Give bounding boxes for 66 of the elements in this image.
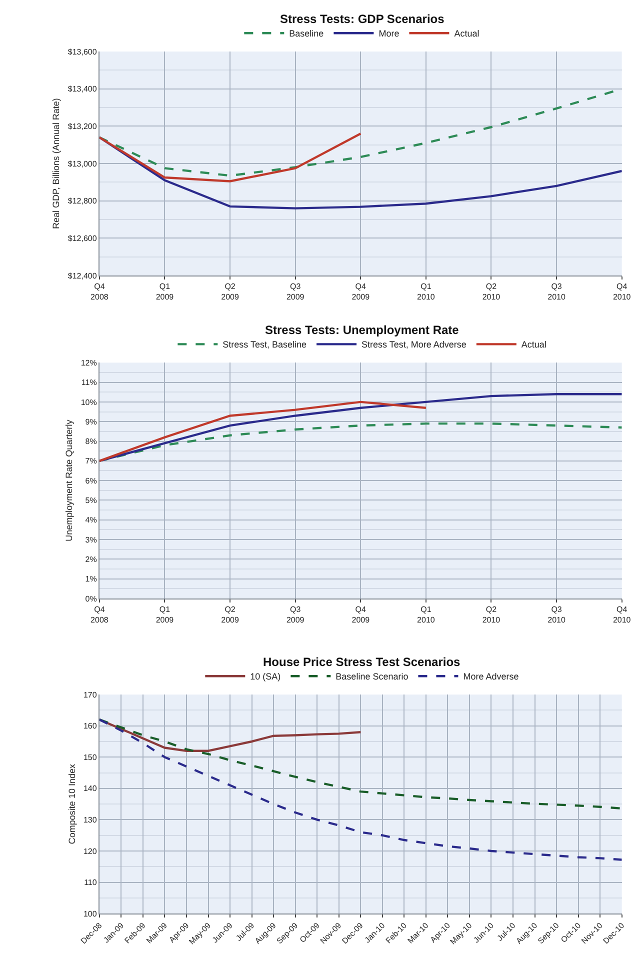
y-tick-label: 8%	[85, 437, 97, 446]
line-series	[99, 718, 622, 810]
x-tick-label: Q2 2009	[221, 605, 240, 624]
legend-label: Stress Test, Baseline	[222, 340, 307, 350]
legend-label: Baseline	[289, 28, 324, 39]
x-tick-label: Q4 2010	[612, 605, 632, 624]
y-tick-label: 10%	[80, 398, 97, 407]
x-tick-label: Q4 2009	[352, 605, 370, 624]
y-tick-label: 120	[83, 846, 98, 856]
y-axis-title: Real GDP, Billions (Annual Rate)	[51, 98, 62, 229]
y-tick-label: 6%	[85, 476, 97, 486]
y-tick-label: $13,200	[68, 122, 98, 131]
y-tick-label: $13,000	[68, 159, 98, 168]
y-tick-label: 130	[83, 815, 98, 824]
x-tick-label: Q2 2010	[482, 282, 501, 302]
line-series	[99, 132, 362, 182]
line-series	[99, 393, 622, 462]
y-tick-label: 5%	[85, 496, 97, 506]
y-tick-label: 4%	[85, 516, 97, 525]
y-tick-label: 3%	[85, 535, 97, 544]
line-series	[99, 400, 428, 462]
x-tick-label: Q4 2008	[90, 605, 109, 624]
y-tick-label: $12,400	[68, 271, 98, 280]
y-tick-label: 7%	[85, 456, 97, 466]
y-tick-label: 140	[83, 784, 98, 794]
x-tick-label: Q1 2010	[417, 605, 436, 624]
x-tick-label: Q4 2008	[90, 282, 109, 302]
x-tick-label: Q3 2009	[286, 605, 305, 624]
y-tick-label: 150	[83, 752, 98, 762]
legend-label: Actual	[454, 28, 480, 39]
x-tick-label: Q3 2009	[286, 282, 305, 302]
x-tick-label: Q1 2009	[156, 282, 174, 302]
y-tick-label: 160	[83, 722, 98, 731]
y-tick-label: 110	[84, 878, 98, 888]
legend-label: Stress Test, More Adverse	[362, 340, 466, 350]
y-tick-label: 170	[83, 690, 98, 700]
y-tick-label: 11%	[81, 378, 97, 388]
line-series	[99, 718, 622, 861]
x-tick-label: Q3 2010	[548, 605, 566, 624]
y-tick-label: $13,400	[68, 84, 98, 94]
x-tick-label: Q4 2009	[352, 282, 370, 302]
x-tick-label: Q3 2010	[548, 282, 566, 302]
x-tick-label: Q2 2010	[482, 605, 501, 624]
y-tick-label: $13,600	[68, 47, 98, 56]
chart-title: Stress Tests: GDP Scenarios	[280, 12, 445, 26]
legend-label: More	[378, 28, 400, 39]
chart-title: House Price Stress Test Scenarios	[263, 655, 461, 669]
legend-label: Baseline Scenario	[336, 672, 408, 682]
legend-label: Actual	[521, 340, 546, 350]
y-tick-label: $12,800	[68, 196, 98, 206]
y-tick-label: 12%	[80, 358, 97, 368]
legend-label: 10 (SA)	[250, 672, 281, 682]
legend-label: More Adverse	[463, 672, 519, 682]
x-tick-label: Q2 2009	[221, 282, 240, 302]
y-tick-label: $12,600	[68, 234, 98, 243]
y-tick-label: 1%	[85, 574, 97, 584]
y-tick-label: 100	[83, 909, 98, 918]
y-tick-label: 2%	[85, 554, 97, 564]
y-tick-label: 9%	[85, 417, 97, 426]
x-tick-label: Q4 2010	[612, 282, 632, 302]
y-axis-title: Composite 10 Index	[66, 764, 77, 844]
x-tick-label: Q1 2009	[156, 605, 174, 624]
y-tick-label: 0%	[85, 594, 97, 604]
chart-title: Stress Tests: Unemployment Rate	[265, 323, 460, 337]
y-axis-title: Unemployment Rate Quarterly	[64, 419, 74, 542]
x-tick-label: Q1 2010	[417, 282, 436, 302]
